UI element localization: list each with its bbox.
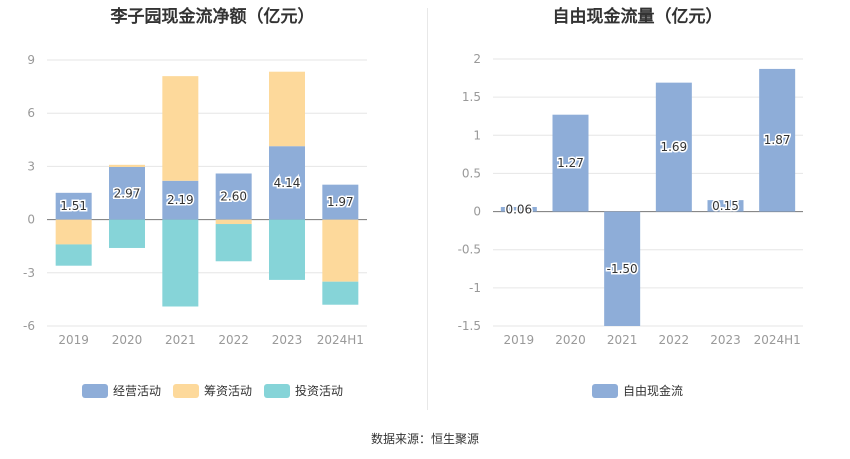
left-chart-panel: 李子园现金流净额（亿元） 9 6 3 0 -3 -6 1.51 2019 2.97 2020 2.1… (0, 0, 425, 420)
bar-series-1 (55, 219, 92, 245)
data-label: 1.97 (327, 195, 354, 209)
x-tick-label: 2021 (165, 333, 196, 347)
bar-series-2 (55, 244, 92, 266)
bar-series-1 (322, 219, 359, 282)
y-tick-label: -0.5 (458, 243, 481, 257)
right-chart-title: 自由现金流量（亿元） (552, 7, 723, 27)
legend-label: 自由现金流 (622, 384, 683, 398)
bar-primary (655, 82, 692, 212)
legend-label: 筹资活动 (203, 384, 252, 398)
left-chart-title: 李子园现金流净额（亿元） (110, 7, 315, 27)
legend-label: 经营活动 (112, 384, 161, 398)
x-tick-label: 2020 (112, 333, 143, 347)
y-tick-label: -1 (469, 281, 481, 295)
data-label: 2.60 (220, 190, 247, 204)
bar-primary (552, 114, 589, 212)
x-tick-label: 2024H1 (754, 333, 801, 347)
legend-item[interactable]: 投资活动 (264, 382, 343, 399)
bar-primary (162, 180, 199, 220)
y-tick-label: 0 (27, 213, 35, 227)
y-tick-label: 6 (27, 106, 35, 120)
y-tick-label: -1.5 (458, 319, 481, 333)
net-cashflow-chart: 9 6 3 0 -3 -6 1.51 2019 2.97 2020 2.19 2021 2.60 2022… (23, 53, 367, 347)
data-label: 1.69 (660, 140, 687, 154)
legend-item[interactable]: 筹资活动 (172, 382, 252, 399)
right-legend: 自由现金流 (425, 382, 850, 399)
x-tick-label: 2023 (710, 333, 741, 347)
y-tick-label: 2 (473, 52, 481, 66)
bar-primary (109, 166, 145, 220)
x-tick-label: 2022 (659, 333, 690, 347)
bar-primary (604, 211, 641, 326)
y-tick-label: 0.5 (462, 166, 481, 180)
x-tick-label: 2020 (555, 333, 586, 347)
bar-series-1 (215, 219, 252, 225)
data-label: 0.06 (505, 202, 532, 216)
bar-primary (500, 206, 537, 212)
x-tick-label: 2019 (504, 333, 535, 347)
bar-series-2 (215, 224, 252, 262)
panel-divider (427, 8, 428, 410)
data-label: 2.19 (167, 193, 194, 207)
bar-primary (322, 184, 359, 220)
left-legend: 经营活动 筹资活动 投资活动 (0, 382, 425, 399)
legend-item[interactable]: 经营活动 (81, 382, 161, 399)
legend-label: 投资活动 (295, 384, 344, 398)
y-tick-label: 1 (473, 128, 481, 142)
free-cashflow-chart: 2 1.5 1 0.5 0 -0.5 -1 -1.5 0.06 2019 1.27 2020 -1.50… (458, 52, 803, 347)
y-tick-label: -3 (23, 266, 35, 280)
y-tick-label: -6 (23, 319, 35, 333)
data-label: 1.51 (60, 199, 87, 213)
legend-item[interactable]: 自由现金流 (591, 382, 683, 399)
bar-series-1 (162, 76, 199, 181)
y-tick-label: 0 (473, 205, 481, 219)
y-tick-label: 1.5 (462, 90, 481, 104)
data-label: 4.14 (274, 176, 301, 190)
bar-series-2 (162, 219, 199, 307)
x-tick-label: 2023 (272, 333, 303, 347)
bar-primary (759, 68, 796, 212)
data-label: 2.97 (114, 186, 141, 200)
bar-series-1 (109, 164, 145, 167)
bar-primary (215, 173, 252, 220)
y-tick-label: 3 (27, 159, 35, 173)
y-tick-label: 9 (27, 53, 35, 67)
legend-swatch (591, 383, 618, 398)
bar-series-2 (322, 281, 359, 305)
data-label: -1.50 (607, 262, 638, 276)
data-source: 数据来源：恒生聚源 (370, 432, 479, 446)
legend-swatch (81, 383, 108, 398)
bar-primary (707, 200, 744, 212)
data-label: 1.27 (557, 156, 584, 170)
bar-primary (55, 192, 92, 220)
bar-series-1 (269, 71, 305, 147)
legend-swatch (264, 383, 290, 398)
x-tick-label: 2022 (218, 333, 249, 347)
right-chart-panel: 自由现金流量（亿元） 2 1.5 1 0.5 0 -0.5 -1 -1.5 0.06 2019 1.… (425, 0, 850, 420)
legend-swatch (172, 383, 199, 398)
x-tick-label: 2019 (58, 333, 89, 347)
bar-series-2 (269, 219, 305, 280)
x-tick-label: 2024H1 (317, 333, 364, 347)
x-tick-label: 2021 (607, 333, 638, 347)
bar-primary (269, 146, 305, 220)
data-label: 1.87 (764, 133, 791, 147)
bar-series-2 (109, 219, 145, 248)
data-label: 0.15 (712, 199, 739, 213)
